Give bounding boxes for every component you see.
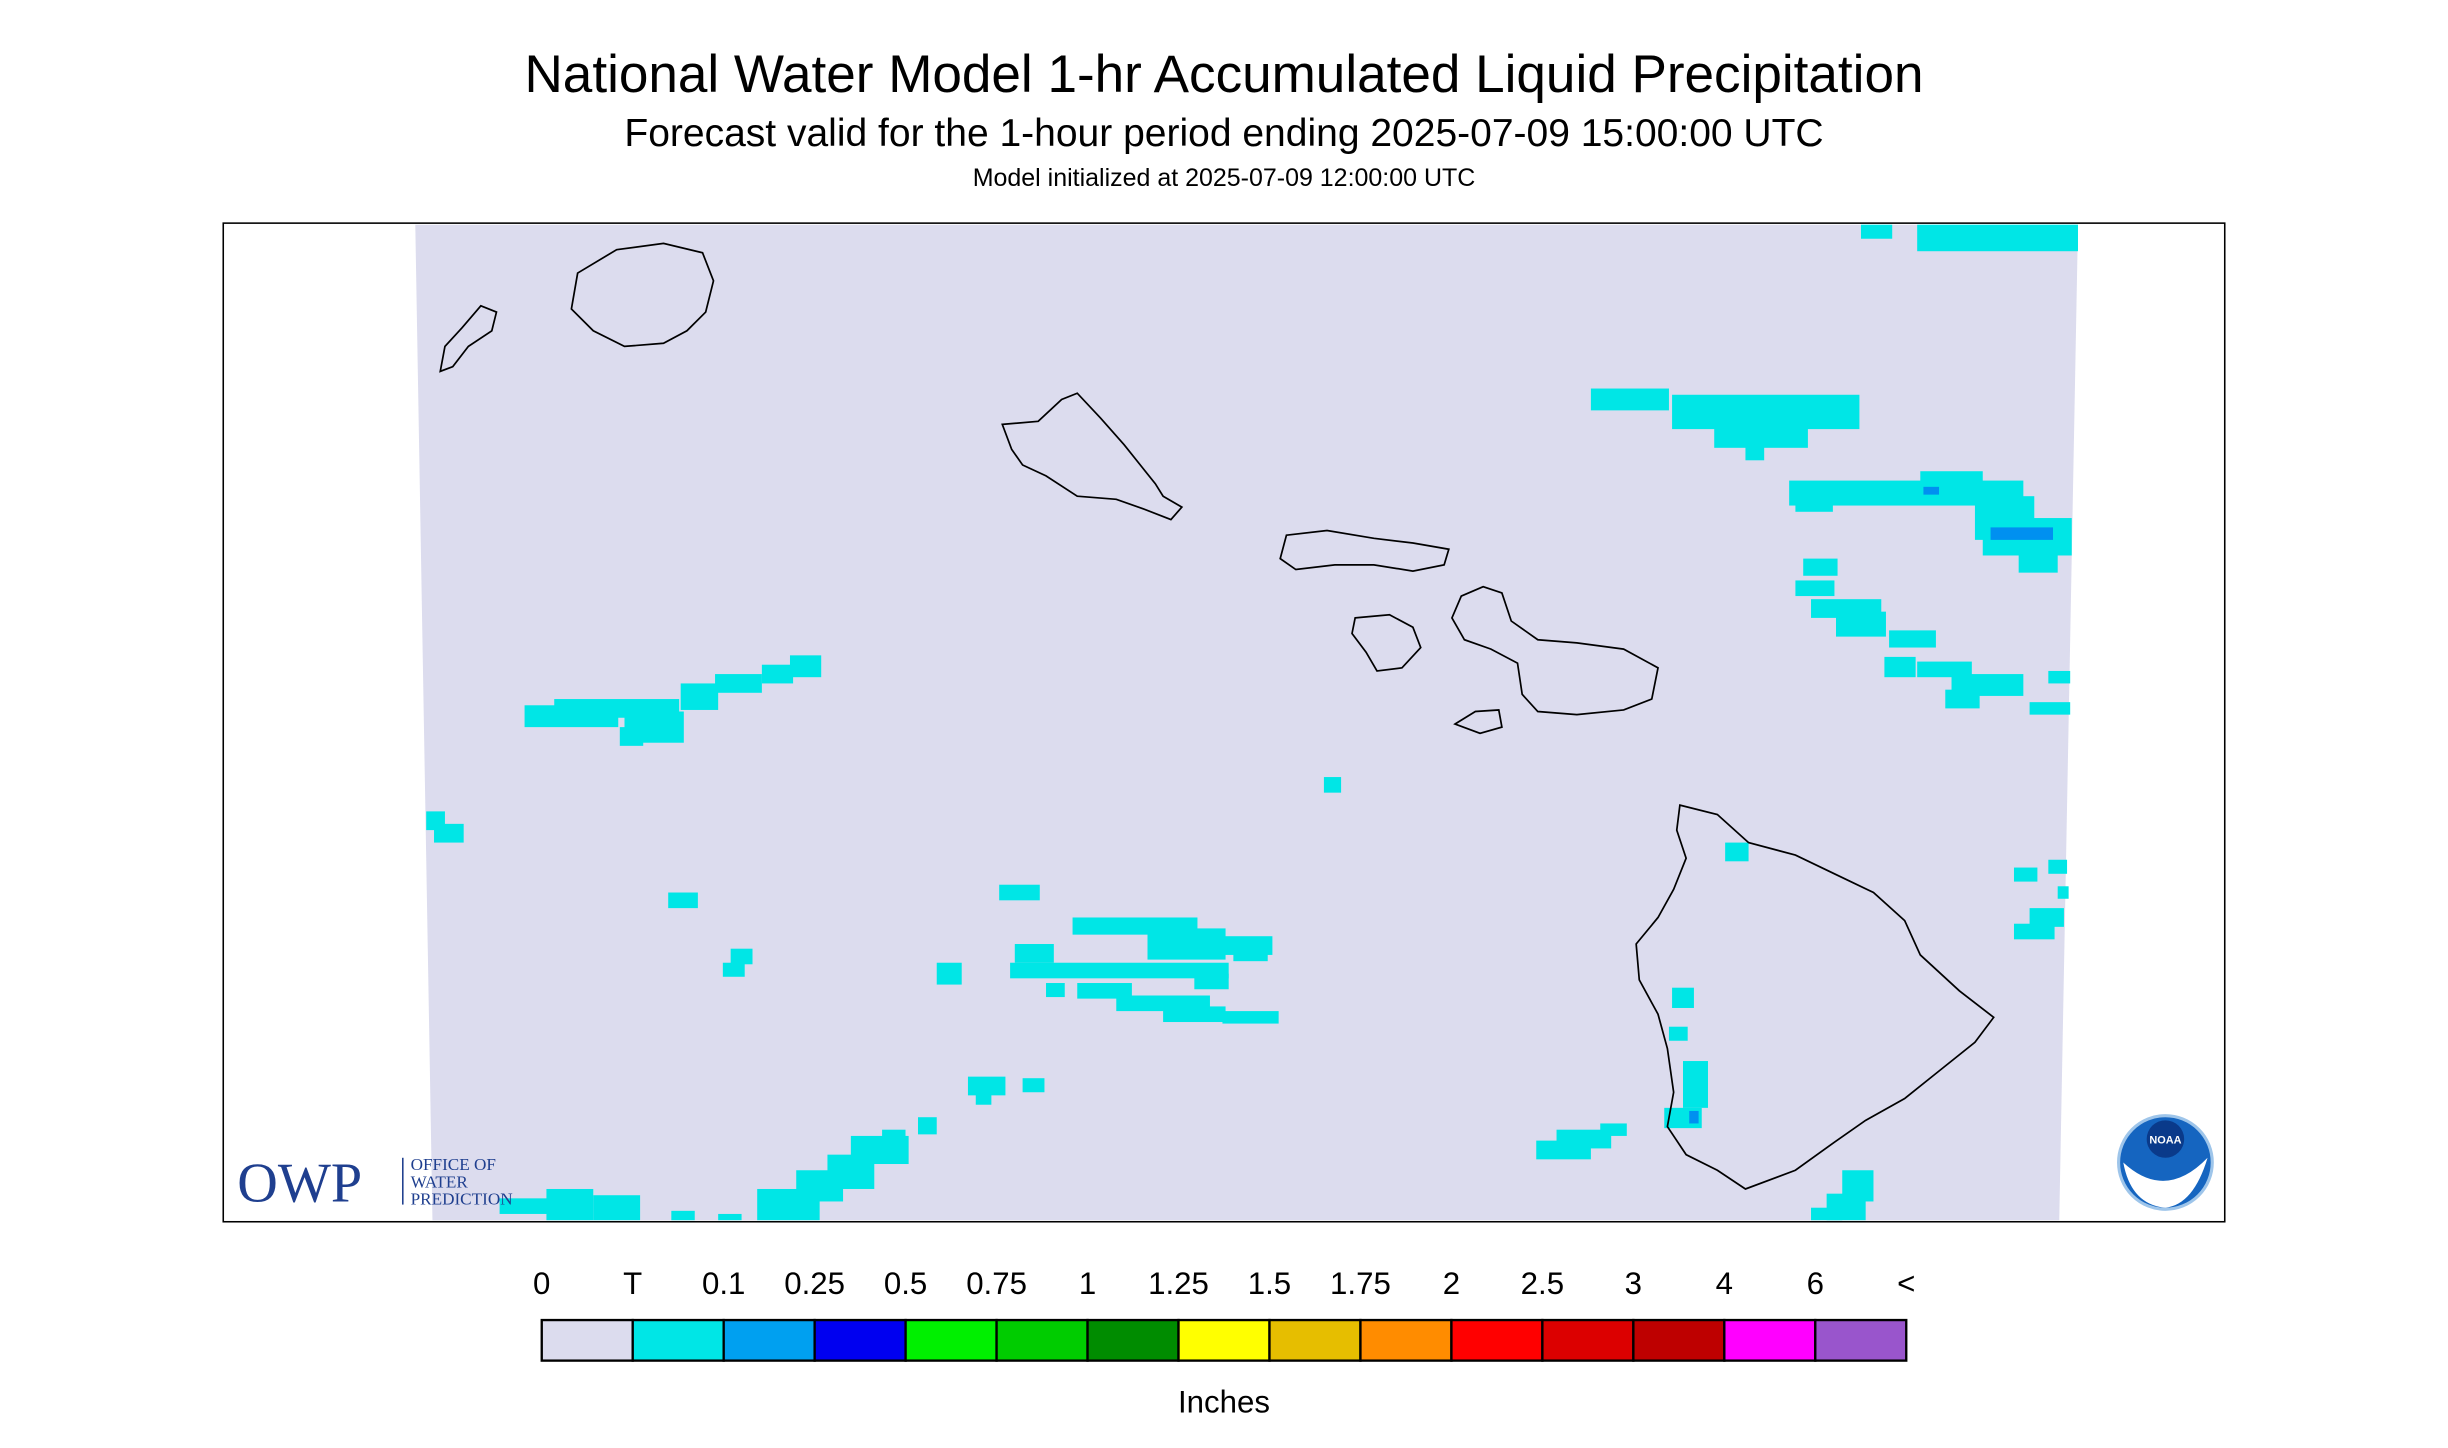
- legend-label: 1.5: [1248, 1266, 1291, 1301]
- legend-swatch: [1450, 1318, 1544, 1362]
- legend-swatch: [1541, 1318, 1635, 1362]
- init-time: Model initialized at 2025-07-09 12:00:00…: [973, 164, 1476, 192]
- legend-swatch: [1359, 1318, 1453, 1362]
- legend-swatch: [1177, 1318, 1271, 1362]
- owp-logo: OWP OFFICE OF WATER PREDICTION: [237, 1152, 512, 1214]
- legend-label: <: [1897, 1266, 1915, 1301]
- legend-label: 1: [1079, 1266, 1096, 1301]
- map: [222, 222, 2226, 1223]
- legend-label: 1.25: [1148, 1266, 1209, 1301]
- legend-swatch: [1723, 1318, 1817, 1362]
- legend: 0 T 0.1 0.25 0.5 0.75 1 1.25 1.5 1.75 2 2.5 3 4 6 <: [533, 1266, 1915, 1362]
- owp-text: WATER: [411, 1172, 469, 1191]
- legend-label: T: [623, 1266, 642, 1301]
- legend-swatch: [1632, 1318, 1726, 1362]
- legend-label: 4: [1716, 1266, 1733, 1301]
- owp-text: OFFICE OF: [411, 1155, 496, 1174]
- legend-swatch: [1814, 1318, 1908, 1362]
- legend-unit: Inches: [1178, 1385, 1270, 1420]
- subtitle: Forecast valid for the 1-hour period end…: [624, 112, 1823, 155]
- legend-swatch: [631, 1318, 725, 1362]
- noaa-logo: NOAA: [2117, 1114, 2214, 1211]
- legend-swatch: [1268, 1318, 1362, 1362]
- owp-text: PREDICTION: [411, 1190, 513, 1209]
- legend-label: 0.75: [966, 1266, 1027, 1301]
- noaa-text: NOAA: [2149, 1135, 2181, 1147]
- precip-areas: [426, 224, 2078, 1221]
- owp-mark: OWP: [237, 1152, 362, 1214]
- legend-swatch: [722, 1318, 816, 1362]
- legend-swatch: [540, 1318, 634, 1362]
- legend-label: 6: [1807, 1266, 1824, 1301]
- model-domain: [415, 224, 2078, 1221]
- legend-label: 0.25: [784, 1266, 845, 1301]
- legend-label: 0.1: [702, 1266, 745, 1301]
- legend-label: 3: [1625, 1266, 1642, 1301]
- legend-label: 2.5: [1521, 1266, 1564, 1301]
- legend-label: 0.5: [884, 1266, 927, 1301]
- legend-swatch: [904, 1318, 998, 1362]
- legend-swatch: [813, 1318, 907, 1362]
- legend-label: 0: [533, 1266, 550, 1301]
- legend-label: 1.75: [1330, 1266, 1391, 1301]
- legend-swatch: [1086, 1318, 1180, 1362]
- coastlines: [439, 242, 1995, 1190]
- legend-label: 2: [1443, 1266, 1460, 1301]
- legend-swatch: [995, 1318, 1089, 1362]
- title: National Water Model 1-hr Accumulated Li…: [525, 45, 1924, 104]
